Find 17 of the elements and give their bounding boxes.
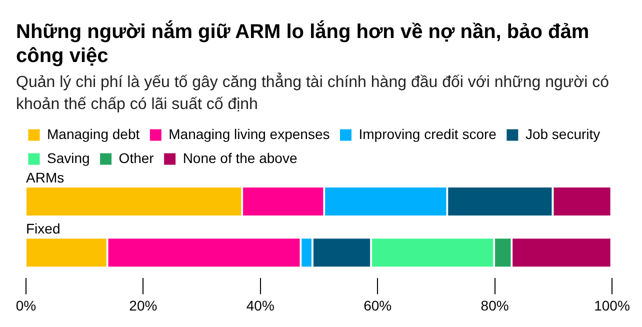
legend-label: None of the above [182, 150, 298, 166]
x-tick-label: 100% [594, 297, 630, 314]
chart-title: Những người nắm giữ ARM lo lắng hơn về nợ nần, bảo đảm công việc [15, 19, 590, 68]
legend-label: Managing debt [47, 126, 140, 142]
x-tick-label: 60% [364, 297, 392, 314]
legend-label: Job security [525, 126, 600, 142]
legend-label: Saving [47, 150, 90, 166]
x-tick-label: 0% [16, 297, 36, 314]
legend-label: Other [118, 150, 154, 166]
y-tick-label: ARMs [26, 169, 64, 186]
x-tick-label: 40% [246, 297, 274, 314]
y-tick-label: Fixed [26, 220, 60, 237]
legend-label: Managing living expenses [168, 126, 330, 142]
x-tick-label: 20% [129, 297, 158, 314]
legend-label: Improving credit score [358, 126, 497, 142]
chart-subtitle: Quản lý chi phí là yếu tố gây căng thẳng tài chính hàng đầu đối với những người có khoản thế chấp có lãi suất cố định [15, 72, 610, 115]
x-tick-label: 80% [480, 297, 509, 314]
